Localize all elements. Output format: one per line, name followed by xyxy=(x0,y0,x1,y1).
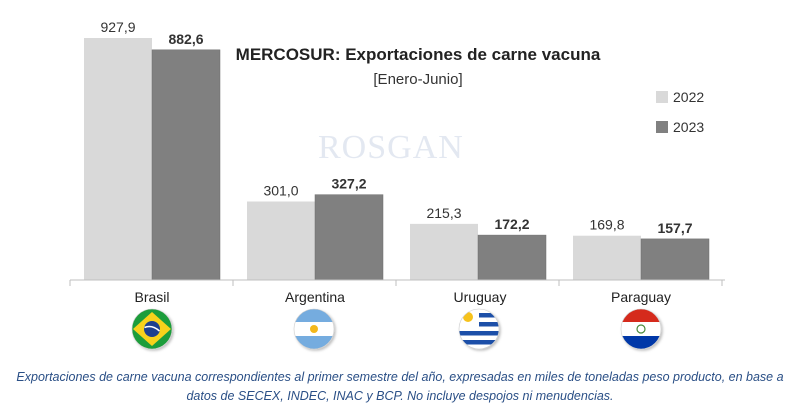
data-label-paraguay-2022: 169,8 xyxy=(589,217,624,233)
bars: 927,9 882,6 301,0 327,2 215,3 172,2 169,8 157,7 xyxy=(84,19,710,281)
bar-uruguay-2023 xyxy=(477,234,547,281)
data-label-argentina-2023: 327,2 xyxy=(331,176,366,192)
data-label-brasil-2023: 882,6 xyxy=(168,31,203,47)
bar-argentina-2023 xyxy=(314,194,384,281)
legend-swatch-2022 xyxy=(656,91,668,103)
bar-uruguay-2022 xyxy=(410,223,478,280)
category-label-uruguay: Uruguay xyxy=(454,289,507,305)
chart-subtitle: [Enero-Junio] xyxy=(373,71,462,88)
legend-label-2022: 2022 xyxy=(673,89,704,105)
data-label-brasil-2022: 927,9 xyxy=(100,19,135,35)
legend: 2022 2023 xyxy=(656,89,704,135)
data-label-uruguay-2022: 215,3 xyxy=(426,205,461,221)
bar-paraguay-2023 xyxy=(640,238,710,281)
legend-label-2023: 2023 xyxy=(673,119,704,135)
bar-argentina-2022 xyxy=(247,201,315,280)
category-label-paraguay: Paraguay xyxy=(611,289,671,305)
watermark: ROSGAN xyxy=(318,129,464,166)
footnote: Exportaciones de carne vacuna correspond… xyxy=(16,370,784,403)
argentina-flag-icon xyxy=(293,308,335,350)
chart: ROSGAN MERCOSUR: Exportaciones de carne … xyxy=(69,19,725,350)
category-label-argentina: Argentina xyxy=(285,289,345,305)
data-label-argentina-2022: 301,0 xyxy=(263,182,298,198)
uruguay-flag-icon xyxy=(458,308,500,350)
paraguay-flag-icon xyxy=(620,308,662,350)
bar-paraguay-2022 xyxy=(573,235,641,280)
legend-swatch-2023 xyxy=(656,121,668,133)
category-label-brasil: Brasil xyxy=(134,289,169,305)
x-axis-ticks xyxy=(69,280,723,286)
bar-brasil-2022 xyxy=(84,38,152,280)
data-label-paraguay-2023: 157,7 xyxy=(657,220,692,236)
bar-brasil-2023 xyxy=(151,49,221,281)
chart-title: MERCOSUR: Exportaciones de carne vacuna xyxy=(236,45,601,64)
brazil-flag-icon xyxy=(131,308,173,350)
data-label-uruguay-2023: 172,2 xyxy=(494,216,529,232)
